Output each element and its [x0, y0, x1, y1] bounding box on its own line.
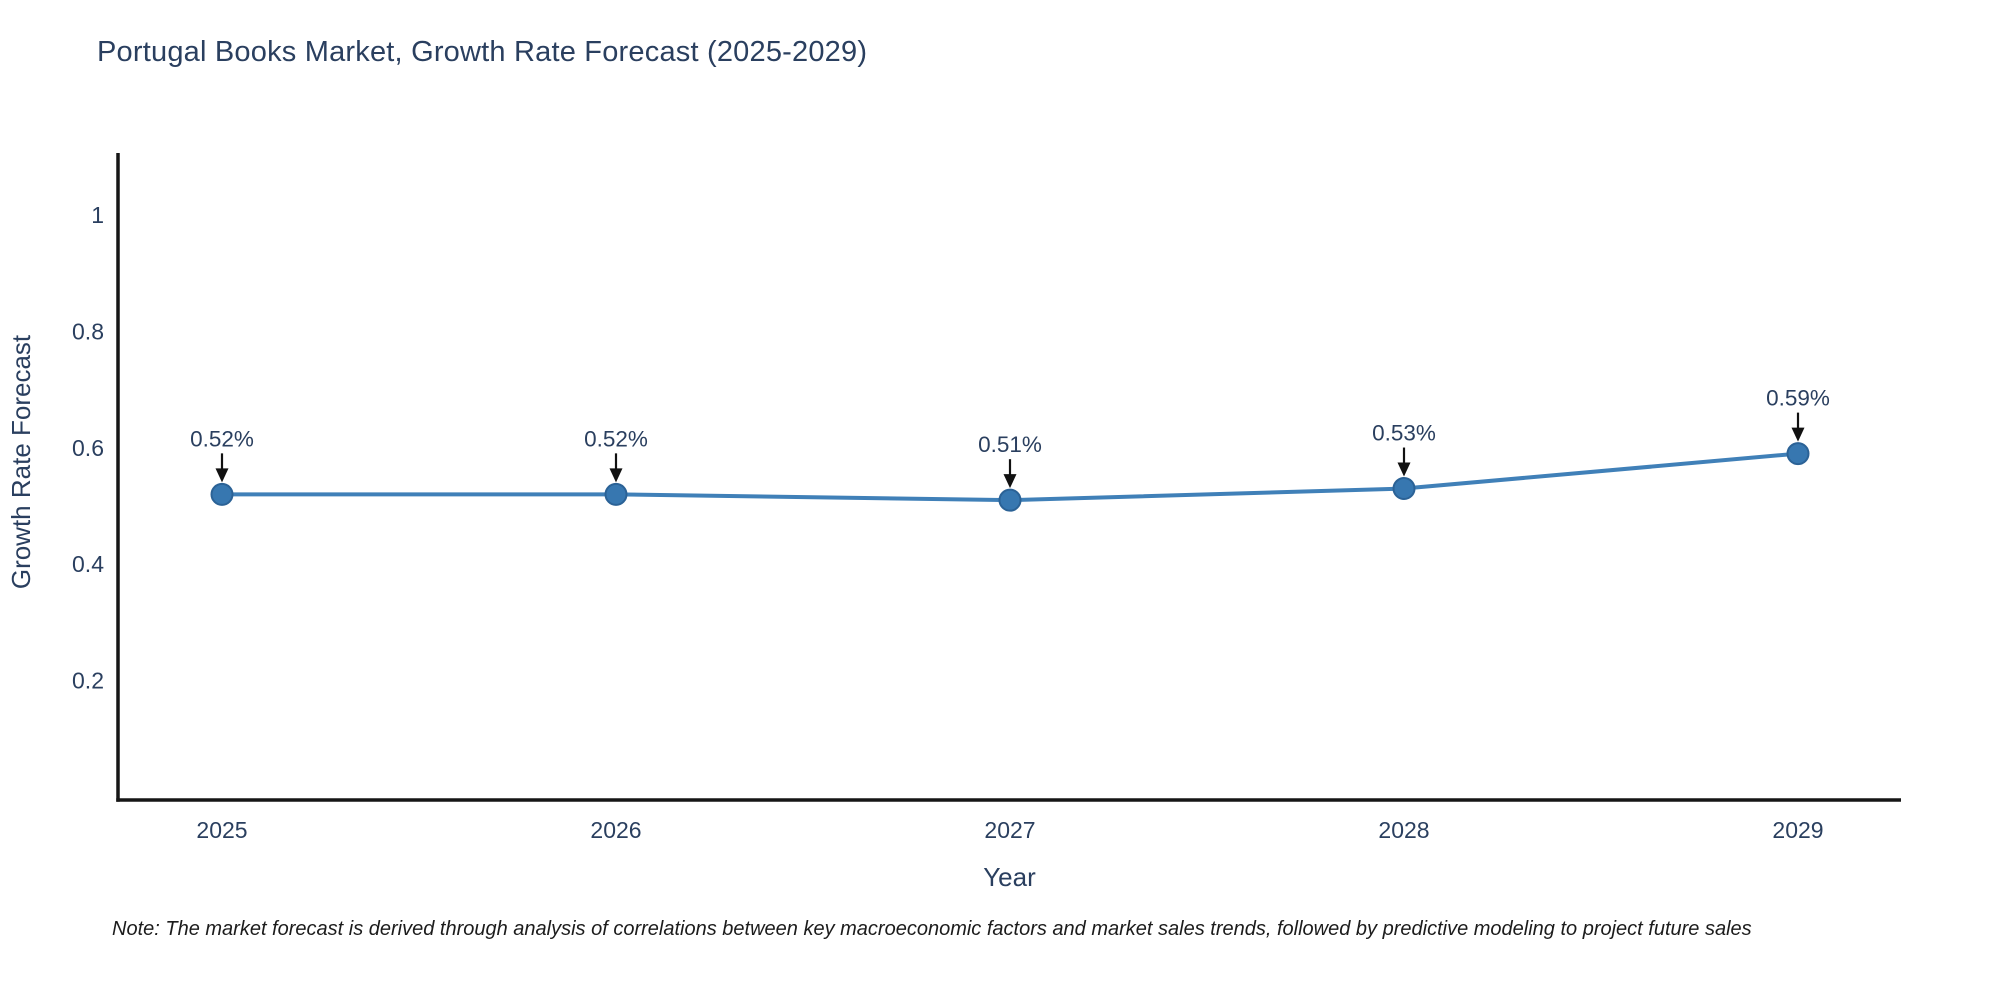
x-tick-label: 2029 [1772, 817, 1823, 843]
y-tick-label: 0.4 [72, 551, 104, 577]
x-tick-label: 2026 [590, 817, 641, 843]
y-tick-label: 0.8 [72, 318, 104, 344]
annotation-arrowhead-icon [1397, 462, 1411, 477]
y-tick-label: 0.2 [72, 668, 104, 694]
annotation-arrowhead-icon [1791, 427, 1805, 442]
annotation-arrowhead-icon [1003, 474, 1017, 489]
x-axis-title: Year [983, 862, 1036, 892]
x-tick-label: 2027 [984, 817, 1035, 843]
point-annotation-label: 0.51% [978, 432, 1042, 457]
data-point-marker[interactable] [210, 482, 234, 506]
point-annotation-label: 0.52% [190, 426, 254, 451]
point-annotation-label: 0.59% [1766, 386, 1830, 411]
chart-footnote: Note: The market forecast is derived thr… [112, 918, 1752, 940]
data-point-marker[interactable] [1786, 442, 1810, 466]
x-tick-label: 2025 [196, 817, 247, 843]
data-point-marker[interactable] [1392, 477, 1416, 501]
data-point-marker[interactable] [604, 482, 628, 506]
point-annotation-label: 0.53% [1372, 421, 1436, 446]
y-tick-label: 1 [91, 202, 104, 228]
y-axis-title: Growth Rate Forecast [6, 334, 36, 589]
y-tick-label: 0.6 [72, 435, 104, 461]
point-annotation-label: 0.52% [584, 426, 648, 451]
x-tick-label: 2028 [1378, 817, 1429, 843]
annotation-arrowhead-icon [215, 468, 229, 483]
annotation-arrowhead-icon [609, 468, 623, 483]
chart-title: Portugal Books Market, Growth Rate Forec… [97, 36, 868, 68]
data-point-marker[interactable] [998, 488, 1022, 512]
